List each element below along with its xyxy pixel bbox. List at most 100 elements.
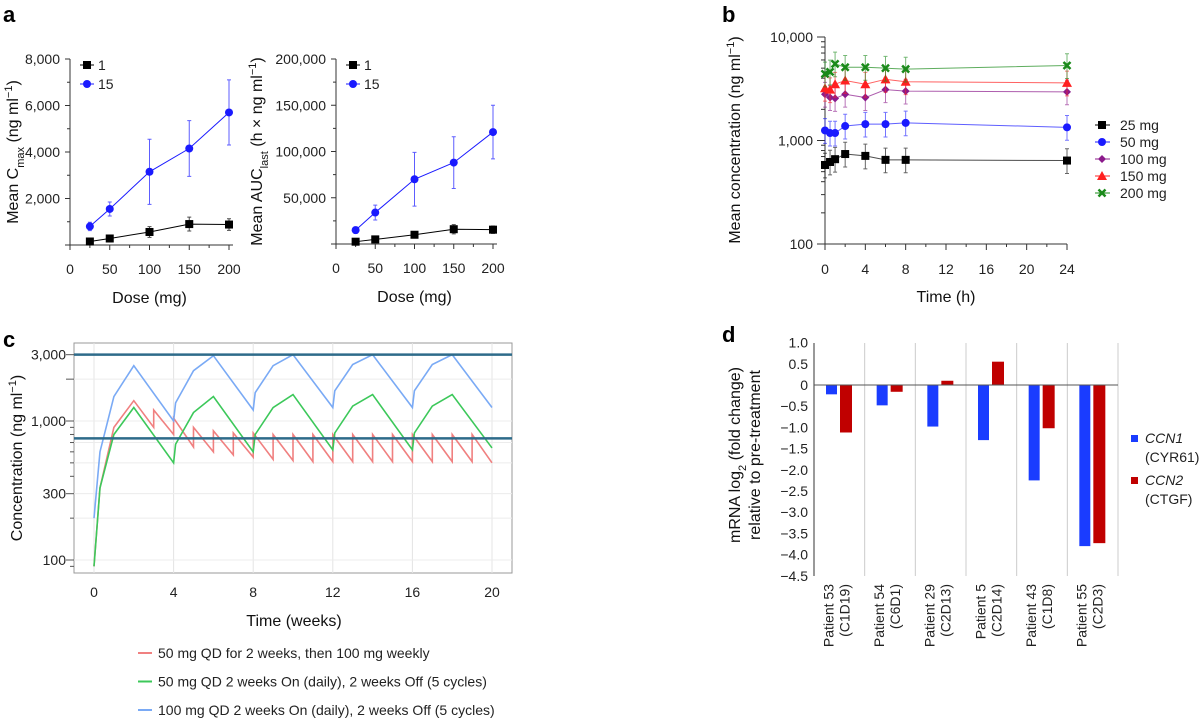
x-tick-label: 4 [170, 584, 178, 600]
bar [840, 385, 852, 433]
panel-letter-c: c [3, 327, 15, 352]
data-point [489, 128, 497, 137]
data-point [901, 118, 910, 127]
legend-marker [1098, 138, 1106, 146]
series-200 mg [820, 51, 1072, 88]
bar [1093, 385, 1106, 544]
data-point [449, 158, 458, 167]
label-part: 2 [737, 465, 749, 471]
bar [890, 385, 903, 392]
y-tick-label: −0.5 [780, 398, 808, 414]
category-label: (C1D8) [1039, 584, 1055, 629]
y-tick-label: 200,000 [275, 51, 326, 67]
x-tick-label: 200 [217, 261, 241, 277]
y-tick-label: 3,000 [31, 347, 66, 363]
panel-letter-d: d [722, 322, 735, 347]
label-part: (h × ng ml [249, 75, 266, 151]
data-point [840, 62, 850, 72]
data-point [185, 220, 194, 229]
data-point [861, 120, 870, 129]
x-tick-label: 0 [66, 261, 74, 277]
data-point [145, 167, 154, 176]
x-tick-label: 150 [178, 261, 202, 277]
y-tick-label: 100 [43, 552, 67, 568]
legend-marker [349, 80, 357, 88]
chart-c [66, 342, 513, 711]
category-label: (C6D1) [887, 584, 903, 629]
data-point [351, 237, 360, 246]
data-point [105, 204, 114, 213]
label-part: −1 [247, 63, 259, 76]
legend-label: 150 mg [1120, 168, 1167, 184]
y-tick-label: 10,000 [770, 29, 813, 45]
x-tick-label: 50 [102, 261, 118, 277]
bar [826, 385, 837, 395]
series-25 mg [821, 141, 1071, 179]
series-line [824, 122, 1068, 134]
bar [978, 385, 989, 441]
data-point [820, 69, 830, 79]
x-tick-label: 12 [938, 261, 954, 277]
x-tick-label: 8 [902, 261, 910, 277]
data-point [1062, 61, 1072, 70]
legend-label: 100 mg QD 2 weeks On (daily), 2 weeks Of… [158, 702, 495, 718]
legend-label: 200 mg [1120, 185, 1167, 201]
y-tick-label: 100,000 [275, 144, 326, 160]
data-point [861, 151, 870, 160]
x-axis-label: Dose (mg) [112, 290, 187, 307]
category-label: Patient 29 [922, 584, 938, 647]
series-1 [85, 216, 233, 246]
x-axis-label: Time (weeks) [246, 613, 341, 630]
label-part: −1 [725, 42, 737, 55]
data-point [881, 155, 890, 164]
data-point [1063, 156, 1071, 165]
series-line-0 [93, 399, 493, 567]
chart-d [813, 343, 1138, 576]
series-line [824, 89, 1068, 99]
data-point [185, 144, 194, 153]
y-tick-label: 1,000 [31, 413, 66, 429]
y-tick-label: 2,000 [25, 191, 60, 207]
data-point [1062, 77, 1072, 87]
x-tick-label: 16 [979, 261, 995, 277]
y-axis-label: mRNA log2 (fold change) [727, 367, 749, 543]
data-point [831, 94, 840, 103]
data-point [821, 160, 829, 169]
data-point [371, 208, 380, 217]
y-tick-label: −2.5 [780, 483, 808, 499]
category-label: (C2D13) [938, 584, 954, 637]
y-tick-label: 100 [790, 236, 814, 252]
y-tick-label: 1,000 [778, 133, 813, 149]
legend-swatch [1131, 477, 1138, 484]
legend-label: CCN1 [1145, 430, 1183, 446]
data-point [830, 59, 840, 69]
legend-marker [1098, 121, 1106, 129]
category-label: (C2D3) [1090, 584, 1106, 629]
series-line [824, 153, 1068, 166]
label-part: mRNA log [727, 471, 744, 543]
data-point [826, 157, 835, 166]
label-part: ) [249, 57, 266, 62]
data-point [825, 84, 836, 94]
legend-label: 50 mg QD 2 weeks On (daily), 2 weeks Off… [158, 674, 487, 690]
legend-marker [349, 61, 357, 69]
data-point [145, 227, 154, 236]
x-tick-label: 16 [405, 584, 421, 600]
legend-swatch [1131, 435, 1138, 442]
x-tick-label: 0 [90, 584, 98, 600]
y-tick-label: −3.0 [780, 504, 808, 520]
bar [1042, 385, 1055, 429]
y-axis-label: Mean AUClast (h × ng ml−1) [247, 57, 271, 245]
y-tick-label: −1.5 [780, 441, 808, 457]
legend-marker [1097, 171, 1107, 180]
x-tick-label: 0 [821, 261, 829, 277]
series-line-2 [93, 353, 493, 519]
data-point [860, 62, 870, 72]
data-point [371, 235, 380, 244]
x-axis-label: Time (h) [917, 289, 976, 306]
y-axis-label: relative to pre-treatment [747, 370, 764, 540]
category-label: Patient 54 [871, 584, 887, 647]
panel-letter-a: a [3, 2, 16, 27]
series-1 [351, 224, 497, 246]
